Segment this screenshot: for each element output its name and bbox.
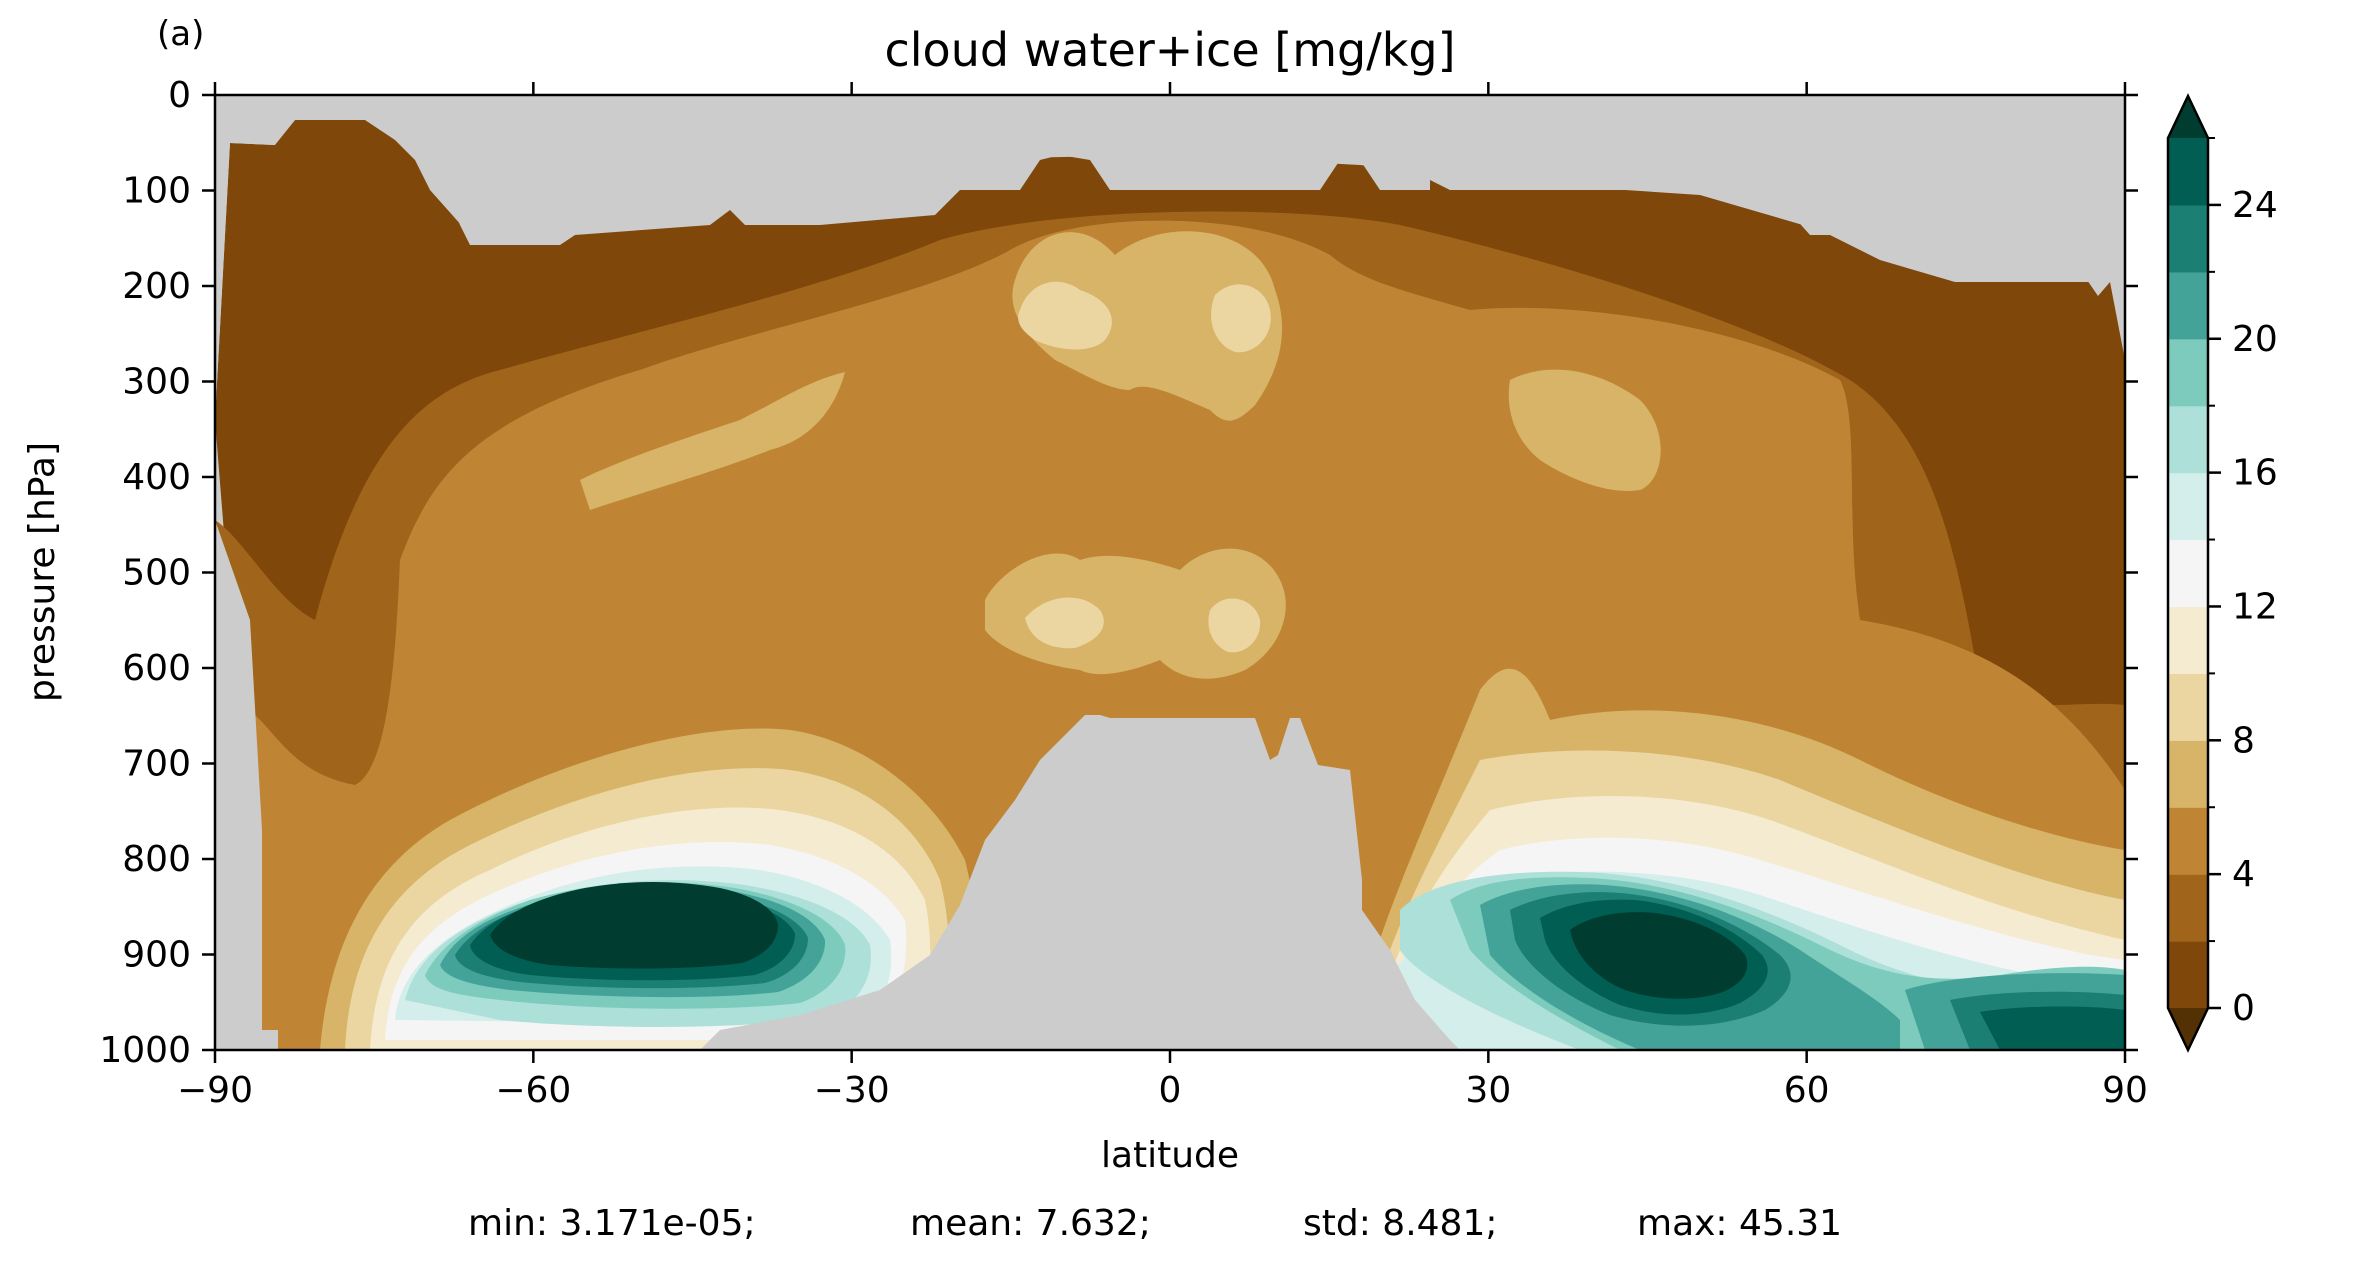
x-axis-ticks: −90 −60 −30 0 30 60 90 bbox=[177, 82, 2148, 1111]
colorbar-tick-label: 20 bbox=[2232, 319, 2278, 360]
y-tick-label: 600 bbox=[122, 648, 191, 689]
x-tick-label: −30 bbox=[814, 1070, 890, 1111]
colorbar-segment bbox=[2168, 271, 2208, 340]
colorbar-segment bbox=[2168, 138, 2208, 206]
colorbar-segment bbox=[2168, 740, 2208, 808]
y-tick-label: 900 bbox=[122, 935, 191, 976]
y-axis-ticks: 0 100 200 300 400 500 600 700 800 900 1000 bbox=[99, 75, 2138, 1071]
contour-over-sh bbox=[490, 882, 778, 969]
colorbar-segment bbox=[2168, 673, 2208, 741]
y-axis-label: pressure [hPa] bbox=[22, 442, 63, 702]
x-tick-label: 0 bbox=[1159, 1070, 1182, 1111]
missing-data-stratosphere bbox=[215, 95, 2125, 420]
colorbar-tick-label: 12 bbox=[2232, 586, 2278, 627]
contour-level-4-nh-mid bbox=[1508, 369, 1661, 491]
colorbar-segment bbox=[2168, 338, 2208, 407]
panel-label: (a) bbox=[157, 14, 204, 54]
colorbar-segment bbox=[2168, 539, 2208, 608]
colorbar-segment bbox=[2168, 405, 2208, 474]
x-axis-label: latitude bbox=[1101, 1135, 1239, 1176]
colorbar-segment bbox=[2168, 941, 2208, 1009]
plot-area bbox=[215, 95, 2125, 1050]
contour-level-5-upper-left bbox=[1018, 281, 1112, 350]
y-tick-label: 300 bbox=[122, 362, 191, 403]
colorbar-tick-label: 8 bbox=[2232, 720, 2255, 761]
contour-level-5-mid-right bbox=[1208, 598, 1261, 653]
colorbar-tick-label: 4 bbox=[2232, 854, 2255, 895]
contour-level-4-upper-trop bbox=[1012, 231, 1283, 421]
missing-data-topography bbox=[700, 715, 1460, 1050]
colorbar-segment bbox=[2168, 807, 2208, 875]
colorbar: 0 4 8 12 16 20 24 bbox=[2166, 93, 2278, 1053]
x-tick-label: −90 bbox=[177, 1070, 253, 1111]
y-tick-label: 200 bbox=[122, 266, 191, 307]
contour-level-4-sh-mid bbox=[580, 372, 845, 510]
y-tick-label: 400 bbox=[122, 457, 191, 498]
colorbar-segment bbox=[2168, 204, 2208, 273]
colorbar-over-arrow bbox=[2168, 96, 2208, 138]
contour-over-nh bbox=[1570, 912, 1748, 999]
contour-level-5-mid-left bbox=[1025, 597, 1104, 649]
colorbar-segment bbox=[2168, 472, 2208, 541]
y-tick-label: 100 bbox=[122, 171, 191, 212]
chart-title: cloud water+ice [mg/kg] bbox=[884, 23, 1455, 77]
y-tick-label: 800 bbox=[122, 839, 191, 880]
y-tick-label: 0 bbox=[168, 75, 191, 116]
x-tick-label: 60 bbox=[1784, 1070, 1830, 1111]
y-tick-label: 1000 bbox=[99, 1030, 191, 1071]
y-tick-label: 700 bbox=[122, 744, 191, 785]
stat-std: std: 8.481; bbox=[1303, 1203, 1497, 1244]
colorbar-tick-label: 0 bbox=[2232, 988, 2255, 1029]
colorbar-segment bbox=[2168, 874, 2208, 942]
colorbar-under-arrow bbox=[2168, 1008, 2208, 1050]
missing-data-antarctic-surface bbox=[215, 520, 278, 1050]
y-tick-label: 500 bbox=[122, 553, 191, 594]
stat-max: max: 45.31 bbox=[1637, 1203, 1842, 1244]
x-tick-label: 90 bbox=[2102, 1070, 2148, 1111]
stat-mean: mean: 7.632; bbox=[910, 1203, 1151, 1244]
colorbar-segment bbox=[2168, 606, 2208, 674]
stat-min: min: 3.171e-05; bbox=[468, 1203, 756, 1244]
stats-line: min: 3.171e-05; mean: 7.632; std: 8.481;… bbox=[468, 1203, 1842, 1244]
x-tick-label: −60 bbox=[495, 1070, 571, 1111]
colorbar-tick-label: 24 bbox=[2232, 185, 2278, 226]
contour-level-5-upper-right bbox=[1211, 284, 1271, 353]
x-tick-label: 30 bbox=[1465, 1070, 1511, 1111]
colorbar-tick-label: 16 bbox=[2232, 453, 2278, 494]
